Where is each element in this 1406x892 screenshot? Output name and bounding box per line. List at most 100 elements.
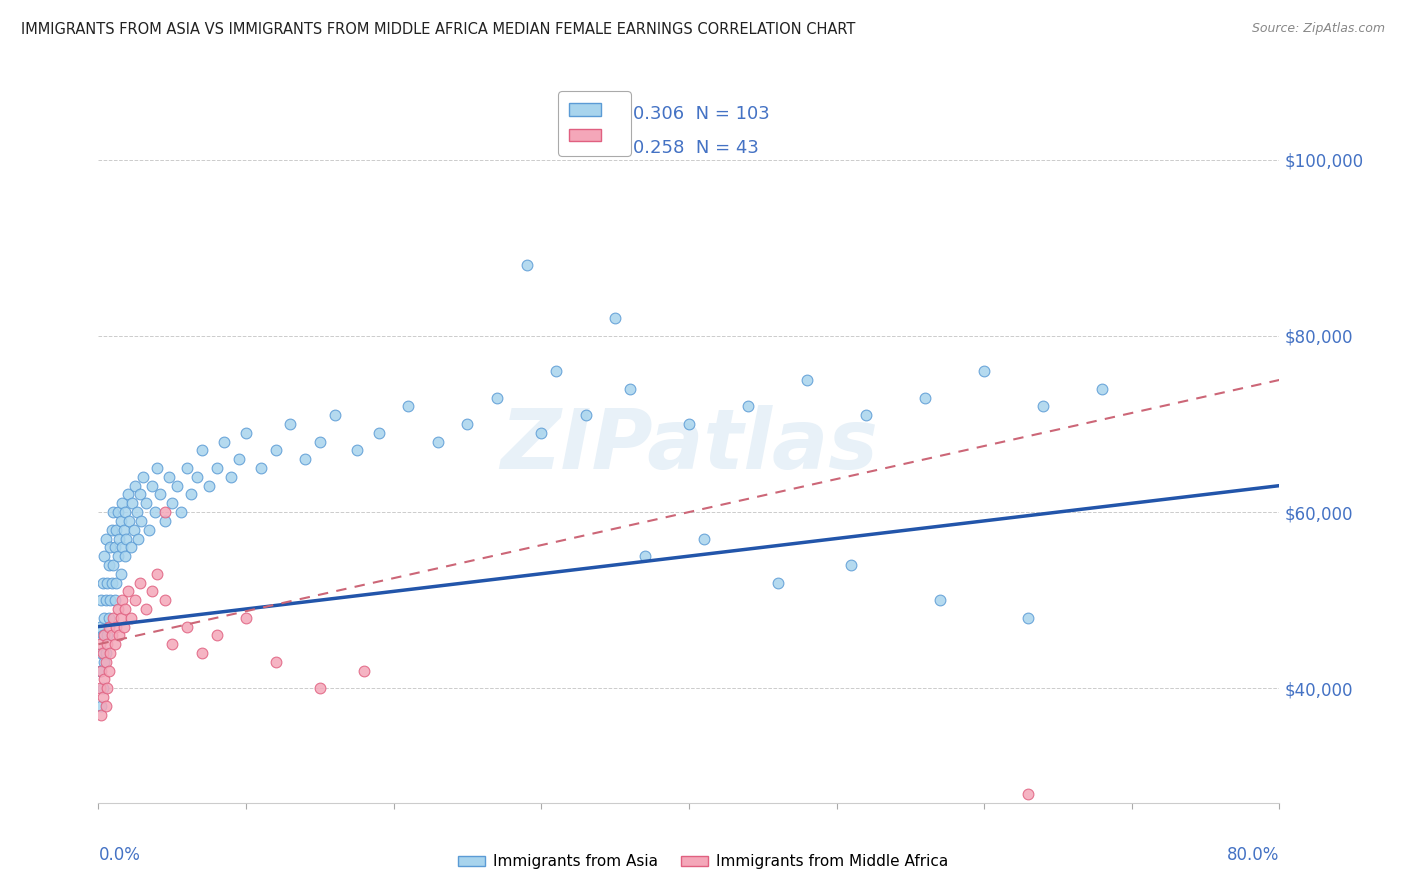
Point <box>125 505 148 519</box>
Point <box>111 541 134 555</box>
Point <box>124 478 146 492</box>
Point <box>516 259 538 273</box>
Point <box>162 637 183 651</box>
Point <box>104 541 127 555</box>
Point <box>153 505 176 519</box>
Point <box>128 487 150 501</box>
Point <box>457 417 479 431</box>
Point <box>1032 400 1054 414</box>
Point <box>157 470 180 484</box>
Text: R = 0.306  N = 103: R = 0.306 N = 103 <box>595 105 770 123</box>
Point <box>89 681 111 696</box>
Text: Source: ZipAtlas.com: Source: ZipAtlas.com <box>1251 22 1385 36</box>
Point <box>98 593 121 607</box>
Point <box>153 514 176 528</box>
Point <box>100 575 122 590</box>
Point <box>117 584 139 599</box>
Point <box>107 505 129 519</box>
Point <box>91 628 114 642</box>
Point <box>1018 787 1040 801</box>
Text: 0.0%: 0.0% <box>98 846 141 863</box>
Point <box>94 646 117 660</box>
Point <box>149 487 172 501</box>
Point <box>89 619 111 633</box>
Point <box>205 628 228 642</box>
Point <box>110 611 132 625</box>
Point <box>162 496 183 510</box>
Point <box>973 364 995 378</box>
Point <box>280 417 302 431</box>
Point <box>166 478 188 492</box>
Point <box>353 664 375 678</box>
Point <box>97 619 120 633</box>
Text: IMMIGRANTS FROM ASIA VS IMMIGRANTS FROM MIDDLE AFRICA MEDIAN FEMALE EARNINGS COR: IMMIGRANTS FROM ASIA VS IMMIGRANTS FROM … <box>21 22 855 37</box>
Point <box>323 408 346 422</box>
Point <box>264 443 287 458</box>
Point <box>96 628 118 642</box>
Point <box>264 655 287 669</box>
Point <box>619 382 641 396</box>
Point <box>118 514 141 528</box>
Point <box>104 637 127 651</box>
Point <box>146 461 169 475</box>
Point <box>929 593 952 607</box>
Point <box>1091 382 1114 396</box>
Legend:   ,   : , <box>558 91 631 156</box>
Point <box>97 558 120 572</box>
Point <box>309 434 332 449</box>
Point <box>132 470 155 484</box>
Point <box>212 434 235 449</box>
Point <box>107 549 129 563</box>
Point <box>90 664 112 678</box>
Point <box>191 646 214 660</box>
Point <box>191 443 214 458</box>
Point <box>141 478 163 492</box>
Point <box>221 470 243 484</box>
Point <box>111 593 134 607</box>
Point <box>117 487 139 501</box>
Point <box>110 566 132 581</box>
Point <box>129 514 152 528</box>
Point <box>96 681 118 696</box>
Point <box>105 619 128 633</box>
Point <box>141 584 163 599</box>
Point <box>112 619 135 633</box>
Point <box>93 611 115 625</box>
Point <box>93 655 115 669</box>
Point <box>100 628 122 642</box>
Point <box>115 532 138 546</box>
Point <box>605 311 627 326</box>
Point <box>94 532 117 546</box>
Point <box>96 637 118 651</box>
Point <box>108 628 131 642</box>
Point <box>107 602 129 616</box>
Point <box>914 391 936 405</box>
Point <box>110 514 132 528</box>
Point <box>135 496 157 510</box>
Point <box>104 593 127 607</box>
Point <box>91 646 114 660</box>
Point <box>91 575 114 590</box>
Point <box>198 478 221 492</box>
Point <box>796 373 818 387</box>
Point <box>100 523 122 537</box>
Point <box>98 646 121 660</box>
Point <box>93 673 115 687</box>
Point <box>112 523 135 537</box>
Point <box>120 541 142 555</box>
Point <box>98 541 121 555</box>
Point <box>121 496 143 510</box>
Point <box>96 575 118 590</box>
Point <box>486 391 509 405</box>
Point <box>90 698 112 713</box>
Point <box>398 400 420 414</box>
Point <box>176 619 198 633</box>
Point <box>546 364 568 378</box>
Point <box>146 566 169 581</box>
Point <box>127 532 149 546</box>
Text: R = 0.258  N = 43: R = 0.258 N = 43 <box>595 139 759 157</box>
Point <box>180 487 202 501</box>
Point <box>122 523 145 537</box>
Point <box>114 602 136 616</box>
Point <box>91 690 114 704</box>
